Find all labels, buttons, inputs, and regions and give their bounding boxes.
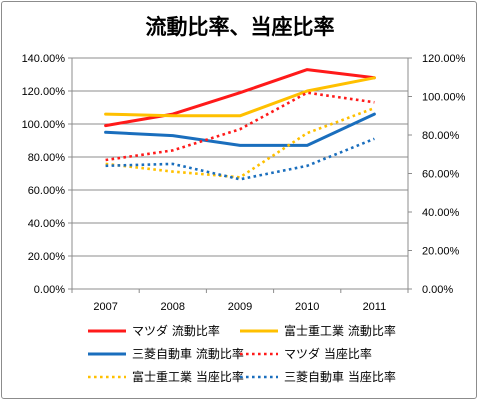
legend-label: マツダ 当座比率 xyxy=(284,346,372,361)
left-axis-tick-label: 20.00% xyxy=(28,251,66,263)
x-axis-tick-label: 2010 xyxy=(295,301,319,313)
x-axis-tick-label: 2011 xyxy=(363,301,387,313)
x-axis-tick-label: 2009 xyxy=(228,301,252,313)
left-axis-tick-label: 80.00% xyxy=(28,152,66,164)
legend-label: マツダ 流動比率 xyxy=(132,323,220,338)
series-line xyxy=(105,91,375,162)
left-axis-tick-label: 60.00% xyxy=(28,185,66,197)
legend-label: 三菱自動車 流動比率 xyxy=(132,346,244,361)
x-axis-tick-label: 2007 xyxy=(93,301,117,313)
right-axis-tick-label: 100.00% xyxy=(422,92,466,104)
left-axis-tick-label: 120.00% xyxy=(22,86,66,98)
axes: 0.00% 20.00% 40.00% 60.00% 80.00% 100.00% 120.… xyxy=(22,53,466,313)
left-axis-tick-label: 40.00% xyxy=(28,218,66,230)
right-axis-tick-label: 20.00% xyxy=(422,246,460,258)
legend-label: 富士重工業 当座比率 xyxy=(132,369,244,384)
left-axis-tick-label: 0.00% xyxy=(34,284,65,296)
right-axis-tick-label: 120.00% xyxy=(422,53,466,65)
right-axis-tick-label: 0.00% xyxy=(422,284,453,296)
series-line xyxy=(104,68,376,128)
series-line xyxy=(104,76,376,118)
series-lines xyxy=(104,68,376,181)
right-axis-tick-label: 40.00% xyxy=(422,207,460,219)
legend-label: 三菱自動車 当座比率 xyxy=(284,369,396,384)
chart-title: 流動比率、当座比率 xyxy=(146,15,335,39)
series-line xyxy=(105,137,375,181)
x-axis-tick-label: 2008 xyxy=(161,301,185,313)
legend-label: 富士重工業 流動比率 xyxy=(284,323,396,338)
left-axis-tick-label: 100.00% xyxy=(22,119,66,131)
right-axis-tick-label: 60.00% xyxy=(422,169,460,181)
series-line xyxy=(104,112,376,147)
left-axis-tick-label: 140.00% xyxy=(22,53,66,65)
right-axis-tick-label: 80.00% xyxy=(422,130,460,142)
